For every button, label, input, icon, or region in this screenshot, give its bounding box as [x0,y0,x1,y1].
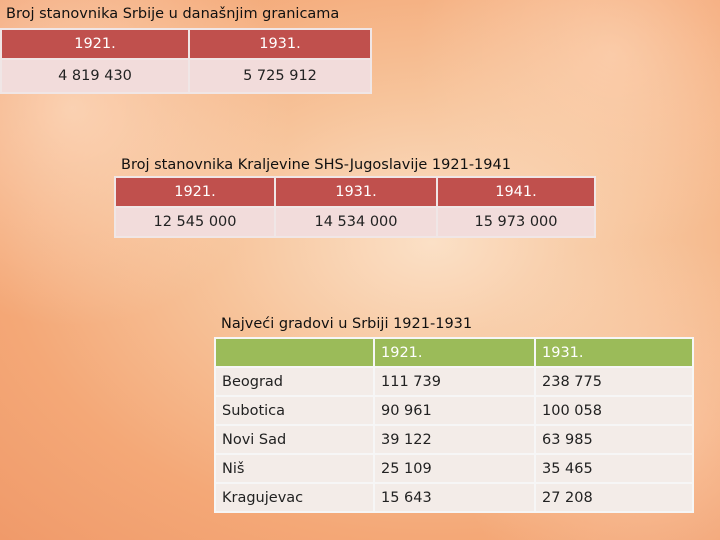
value-cell-1921: 12 545 000 [114,206,276,238]
table-row: Beograd 111 739 238 775 [214,366,694,397]
population-1921-cell: 25 109 [373,453,536,484]
population-1921-cell: 111 739 [373,366,536,397]
population-1921-cell: 90 961 [373,395,536,426]
table-row: Novi Sad 39 122 63 985 [214,424,694,455]
city-name-cell: Niš [214,453,375,484]
table3-caption: Najveći gradovi u Srbiji 1921-1931 [221,316,473,332]
header-cell-1921: 1921. [0,28,190,60]
header-cell-city [214,337,375,368]
header-cell-1921: 1921. [373,337,536,368]
population-1931-cell: 100 058 [534,395,694,426]
city-name-cell: Novi Sad [214,424,375,455]
serbia-population-table: 1921. 1931. 4 819 430 5 725 912 [0,28,372,94]
header-cell-1931: 1931. [188,28,372,60]
header-cell-1921: 1921. [114,176,276,208]
largest-cities-table: 1921. 1931. Beograd 111 739 238 775 Subo… [214,337,694,513]
value-cell-1931: 5 725 912 [188,58,372,94]
table2-caption: Broj stanovnika Kraljevine SHS-Jugoslavi… [121,157,511,173]
population-1931-cell: 63 985 [534,424,694,455]
table1-caption: Broj stanovnika Srbije u današnjim grani… [6,6,340,22]
header-cell-1941: 1941. [436,176,596,208]
header-cell-1931: 1931. [534,337,694,368]
population-1921-cell: 39 122 [373,424,536,455]
value-cell-1931: 14 534 000 [274,206,438,238]
city-name-cell: Beograd [214,366,375,397]
city-name-cell: Kragujevac [214,482,375,513]
value-cell-1921: 4 819 430 [0,58,190,94]
table-row: Niš 25 109 35 465 [214,453,694,484]
yugoslavia-population-table: 1921. 1931. 1941. 12 545 000 14 534 000 … [114,176,596,238]
table-row: Subotica 90 961 100 058 [214,395,694,426]
population-1931-cell: 35 465 [534,453,694,484]
header-cell-1931: 1931. [274,176,438,208]
population-1931-cell: 238 775 [534,366,694,397]
population-1931-cell: 27 208 [534,482,694,513]
population-1921-cell: 15 643 [373,482,536,513]
table-row: Kragujevac 15 643 27 208 [214,482,694,513]
value-cell-1941: 15 973 000 [436,206,596,238]
city-name-cell: Subotica [214,395,375,426]
